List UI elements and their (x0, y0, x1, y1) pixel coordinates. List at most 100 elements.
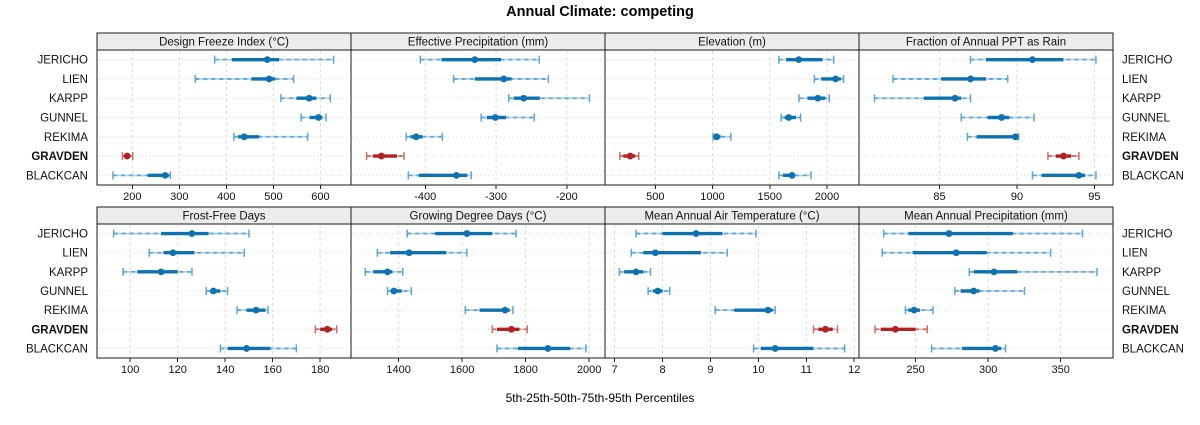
median-dot (814, 94, 822, 102)
site-label-left-rekima: REKIMA (44, 305, 88, 317)
median-dot (453, 171, 460, 179)
site-label-left-lien: LIEN (62, 248, 88, 260)
site-label-right-gunnel: GUNNEL (1122, 286, 1171, 298)
panel-strip-title: Frost-Free Days (182, 211, 265, 223)
panel-strip-title: Mean Annual Precipitation (mm) (904, 211, 1068, 223)
median-dot (243, 345, 250, 352)
median-dot (500, 75, 508, 83)
site-label-left-gunnel: GUNNEL (40, 286, 89, 298)
site-label-right-jericho: JERICHO (1122, 229, 1173, 241)
median-dot (891, 325, 899, 333)
x-tick-label: 140 (216, 364, 234, 376)
site-label-right-blackcan: BLACKCAN (1122, 170, 1184, 182)
median-dot (544, 345, 552, 352)
median-dot (654, 287, 662, 295)
site-label-left-jericho: JERICHO (38, 55, 89, 67)
site-label-right-lien: LIEN (1122, 248, 1148, 260)
median-dot (1012, 133, 1019, 141)
median-dot (240, 133, 248, 141)
median-dot (507, 325, 515, 333)
median-dot (992, 345, 999, 352)
median-dot (252, 306, 260, 314)
median-dot (378, 152, 385, 160)
x-tick-label: 300 (979, 364, 997, 376)
site-label-left-gunnel: GUNNEL (40, 113, 89, 125)
x-tick-label: 250 (906, 364, 924, 376)
median-dot (970, 287, 978, 295)
median-dot (788, 171, 796, 179)
panel-border (858, 223, 1114, 359)
median-dot (1075, 171, 1083, 179)
median-dot (771, 345, 779, 352)
chart-title: Annual Climate: competing (506, 4, 694, 20)
x-tick-label: 500 (646, 191, 664, 203)
site-label-right-gravden: GRAVDEN (1122, 151, 1179, 163)
site-label-left-karpp: KARPP (49, 267, 88, 279)
x-tick-label: 2000 (815, 191, 839, 203)
panel-strip-title: Design Freeze Index (°C) (159, 37, 289, 49)
median-dot (471, 56, 479, 64)
x-tick-label: 90 (1011, 191, 1023, 203)
panel-background (351, 50, 605, 185)
median-dot (651, 249, 659, 257)
median-dot (998, 114, 1005, 121)
panel-strip-title: Growing Degree Days (°C) (410, 211, 547, 223)
site-label-right-rekima: REKIMA (1122, 132, 1166, 144)
x-axis-label: 5th-25th-50th-75th-95th Percentiles (505, 391, 695, 405)
median-dot (412, 133, 420, 141)
median-dot (501, 306, 509, 314)
x-tick-label: 180 (311, 364, 329, 376)
x-tick-label: 8 (659, 364, 665, 376)
panel-strip-title: Effective Precipitation (mm) (408, 37, 549, 49)
x-tick-label: -400 (414, 191, 436, 203)
site-label-right-lien: LIEN (1122, 74, 1148, 86)
x-tick-label: 400 (217, 191, 235, 203)
x-tick-label: 500 (264, 191, 282, 203)
x-tick-label: 120 (169, 364, 187, 376)
x-tick-label: 1400 (386, 364, 410, 376)
site-label-left-jericho: JERICHO (38, 229, 89, 241)
median-dot (123, 152, 131, 160)
median-dot (305, 94, 313, 102)
site-label-right-gunnel: GUNNEL (1122, 113, 1171, 125)
site-label-left-gravden: GRAVDEN (31, 324, 88, 336)
x-tick-label: 11 (801, 364, 812, 376)
median-dot (263, 56, 271, 64)
median-dot (520, 94, 528, 102)
x-tick-label: 85 (933, 191, 945, 203)
median-dot (967, 75, 974, 83)
x-tick-label: 160 (263, 364, 281, 376)
median-dot (626, 152, 634, 160)
x-tick-label: 600 (311, 191, 329, 203)
median-dot (632, 268, 640, 276)
median-dot (945, 230, 953, 237)
median-dot (990, 268, 998, 276)
site-label-left-rekima: REKIMA (44, 132, 88, 144)
median-dot (692, 230, 700, 237)
x-tick-label: 95 (1088, 191, 1100, 203)
x-tick-label: 9 (707, 364, 713, 376)
x-tick-label: -200 (556, 191, 578, 203)
site-label-right-rekima: REKIMA (1122, 305, 1166, 317)
site-label-left-lien: LIEN (62, 74, 88, 86)
x-tick-label: 200 (123, 191, 141, 203)
median-dot (315, 114, 322, 121)
site-label-left-blackcan: BLACKCAN (26, 170, 88, 182)
panel-border (858, 49, 1114, 186)
x-tick-label: 7 (612, 364, 618, 376)
panel-strip-title: Mean Annual Air Temperature (°C) (644, 211, 819, 223)
median-dot (188, 230, 196, 237)
panel-strip-title: Fraction of Annual PPT as Rain (906, 37, 1066, 49)
median-dot (161, 171, 169, 179)
panel-background (605, 50, 859, 185)
median-dot (209, 287, 217, 295)
x-tick-label: 300 (170, 191, 188, 203)
median-dot (785, 114, 793, 121)
median-dot (323, 325, 331, 333)
x-tick-label: 10 (752, 364, 764, 376)
median-dot (265, 75, 273, 83)
site-label-right-karpp: KARPP (1122, 93, 1161, 105)
x-tick-label: 100 (121, 364, 139, 376)
median-dot (491, 114, 499, 121)
